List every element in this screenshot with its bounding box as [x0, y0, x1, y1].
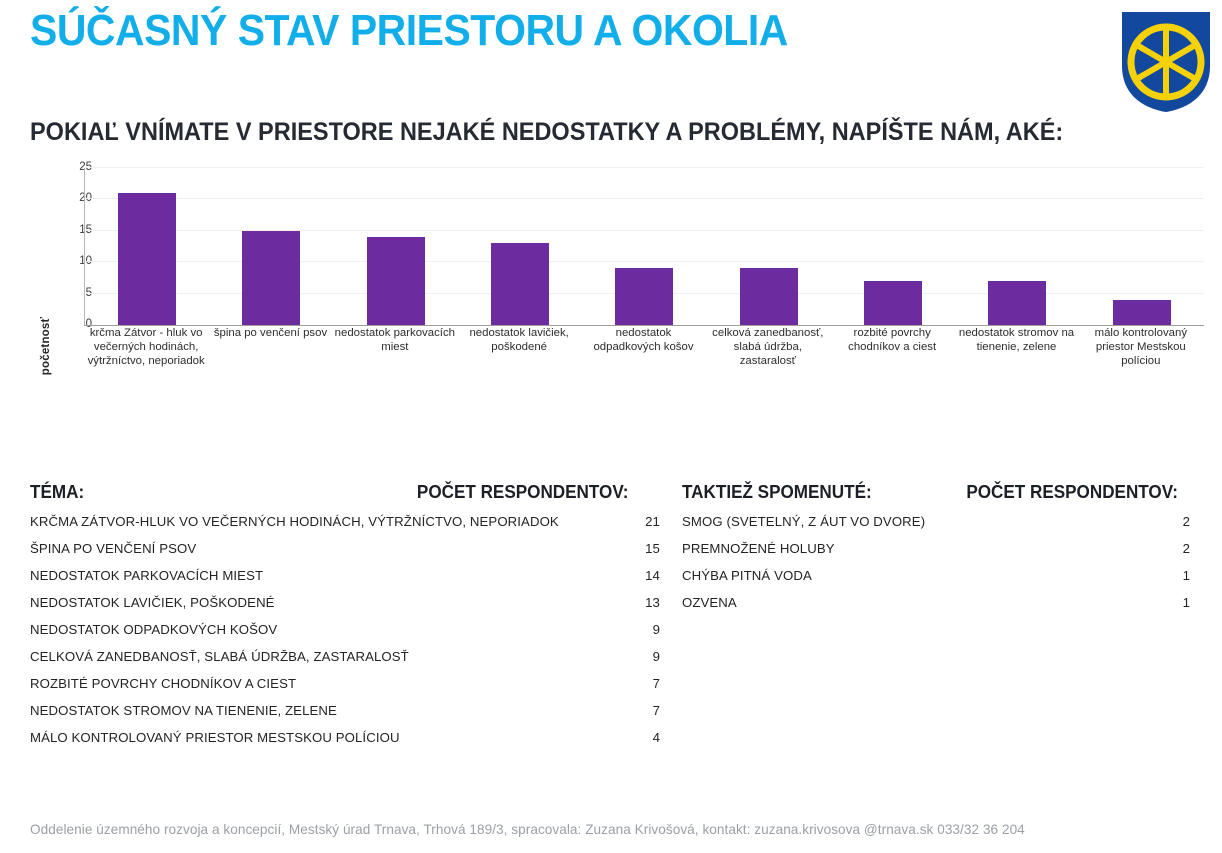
also-mentioned-table-body: SMOG (SVETELNÝ, Z ÁUT VO DVORE) 2 PREMNOŽE… [682, 514, 1192, 622]
footer-contact: Oddelenie územného rozvoja a koncepcií, … [30, 822, 1025, 837]
chart-bar[interactable] [242, 230, 301, 325]
chart-bar-slot [955, 168, 1079, 325]
themes-row-label: NEDOSTATOK STROMOV NA TIENENIE, ZELENE [30, 703, 337, 718]
chart-y-tick-label: 15 [79, 223, 92, 236]
themes-row-label: NEDOSTATOK ODPADKOVÝCH KOŠOV [30, 622, 278, 637]
themes-row-label: ROZBITÉ POVRCHY CHODNÍKOV A CIEST [30, 676, 297, 691]
themes-row-value: 13 [645, 595, 660, 610]
also-mentioned-row-label: OZVENA [682, 595, 737, 610]
table-row: OZVENA 1 [682, 595, 1192, 622]
page-title: SÚČASNÝ STAV PRIESTORU A OKOLIA [30, 6, 788, 55]
chart-bar-slot [582, 168, 706, 325]
themes-table-header-label: TÉMA: [30, 482, 85, 502]
chart-x-tick-label: rozbité povrchy chodníkov a ciest [848, 327, 937, 353]
chart-x-tick-label: špina po venčení psov [213, 327, 328, 339]
table-row: KRČMA ZÁTVOR-HLUK VO VEČERNÝCH HODINÁCH,… [30, 514, 660, 541]
chart-bar[interactable] [118, 193, 177, 325]
chart-y-tick-label: 20 [79, 192, 92, 205]
themes-row-value: 4 [652, 730, 660, 745]
chart-x-tick-label: nedostatok lavičiek, poškodené [469, 327, 569, 353]
chart-bar[interactable] [864, 281, 923, 325]
chart-plot-area [84, 167, 1204, 326]
also-mentioned-table-header: TAKTIEŽ SPOMENUTÉ: POČET RESPONDENTOV: [682, 482, 1178, 514]
chart-gridline [85, 198, 1204, 200]
themes-row-value: 9 [652, 649, 660, 664]
chart-bar[interactable] [739, 268, 798, 325]
also-mentioned-row-label: SMOG (SVETELNÝ, Z ÁUT VO DVORE) [682, 514, 926, 529]
chart-x-tick-label: málo kontrolovaný priestor Mestskou polí… [1094, 327, 1188, 367]
chart-x-tick-label: nedostatok parkovacích miest [334, 327, 455, 353]
also-mentioned-row-value: 1 [1182, 568, 1190, 583]
chart-bar[interactable] [615, 268, 674, 325]
chart-gridline [85, 229, 1204, 231]
themes-row-value: 7 [652, 676, 660, 691]
table-row: NEDOSTATOK ODPADKOVÝCH KOŠOV 9 [30, 622, 660, 649]
themes-row-value: 14 [645, 568, 660, 583]
chart-y-tick-label: 10 [79, 255, 92, 268]
chart-bar[interactable] [988, 281, 1047, 325]
section-subtitle: POKIAĽ VNÍMATE V PRIESTORE NEJAKÉ NEDOST… [30, 118, 1064, 146]
table-row: CHÝBA PITNÁ VODA 1 [682, 568, 1192, 595]
also-mentioned-row-value: 2 [1182, 541, 1190, 556]
table-row: SMOG (SVETELNÝ, Z ÁUT VO DVORE) 2 [682, 514, 1192, 541]
themes-row-value: 15 [645, 541, 660, 556]
chart-x-tick-label: krčma Zátvor - hluk vo večerných hodinác… [87, 327, 205, 367]
chart-y-tick-label: 25 [79, 161, 92, 173]
chart-bar-slot [85, 168, 209, 325]
themes-row-value: 9 [652, 622, 660, 637]
chart-y-tick-label: 0 [85, 318, 92, 330]
also-mentioned-table: TAKTIEŽ SPOMENUTÉ: POČET RESPONDENTOV: S… [682, 482, 1192, 622]
chart-y-axis-label: početnosť [40, 316, 52, 376]
table-row: MÁLO KONTROLOVANÝ PRIESTOR MESTSKOU POLÍ… [30, 730, 660, 757]
chart-bar[interactable] [1112, 299, 1171, 325]
chart-bar-slot [707, 168, 831, 325]
table-row: ROZBITÉ POVRCHY CHODNÍKOV A CIEST 7 [30, 676, 660, 703]
themes-table-body: KRČMA ZÁTVOR-HLUK VO VEČERNÝCH HODINÁCH,… [30, 514, 660, 757]
themes-row-label: MÁLO KONTROLOVANÝ PRIESTOR MESTSKOU POLÍ… [30, 730, 400, 745]
also-mentioned-header-label: TAKTIEŽ SPOMENUTÉ: [682, 482, 872, 502]
table-row: CELKOVÁ ZANEDBANOSŤ, SLABÁ ÚDRŽBA, ZASTA… [30, 649, 660, 676]
chart-x-tick-label: nedostatok stromov na tienenie, zelene [958, 327, 1075, 353]
chart-bar[interactable] [366, 237, 425, 325]
table-row: NEDOSTATOK PARKOVACÍCH MIEST 14 [30, 568, 660, 595]
themes-table-header-count: POČET RESPONDENTOV: [416, 482, 629, 502]
themes-row-value: 7 [652, 703, 660, 718]
table-row: ŠPINA PO VENČENÍ PSOV 15 [30, 541, 660, 568]
also-mentioned-row-label: CHÝBA PITNÁ VODA [682, 568, 812, 583]
chart-x-tick-label: celková zanedbanosť, slabá údržba, zasta… [712, 327, 824, 367]
chart-bar-slot [1080, 168, 1204, 325]
table-row: PREMNOŽENÉ HOLUBY 2 [682, 541, 1192, 568]
chart-gridline [85, 167, 1204, 168]
also-mentioned-row-value: 1 [1182, 595, 1190, 610]
chart-bar-slot [458, 168, 582, 325]
themes-table-header: TÉMA: POČET RESPONDENTOV: [30, 482, 629, 514]
table-row: NEDOSTATOK STROMOV NA TIENENIE, ZELENE 7 [30, 703, 660, 730]
also-mentioned-row-value: 2 [1182, 514, 1190, 529]
chart-bar-slot [831, 168, 955, 325]
chart-bar-slot [334, 168, 458, 325]
chart-bar[interactable] [491, 243, 550, 325]
trnava-coat-of-arms-icon [1122, 12, 1210, 112]
chart-y-tick-label: 5 [32, 287, 92, 300]
themes-table: TÉMA: POČET RESPONDENTOV: KRČMA ZÁTVOR-H… [30, 482, 660, 757]
themes-row-label: KRČMA ZÁTVOR-HLUK VO VEČERNÝCH HODINÁCH,… [30, 514, 559, 529]
page-header: SÚČASNÝ STAV PRIESTORU A OKOLIA [0, 0, 1222, 112]
themes-row-label: NEDOSTATOK LAVIČIEK, POŠKODENÉ [30, 595, 275, 610]
chart-x-tick-label: nedostatok odpadkových košov [593, 327, 694, 353]
themes-row-label: ŠPINA PO VENČENÍ PSOV [30, 541, 197, 556]
themes-row-label: NEDOSTATOK PARKOVACÍCH MIEST [30, 568, 264, 583]
table-row: NEDOSTATOK LAVIČIEK, POŠKODENÉ 13 [30, 595, 660, 622]
chart-gridline [85, 261, 1204, 263]
bar-chart: početnosť 0 5 10 15 20 25 krčma Zátvor - hluk… [0, 160, 1222, 420]
also-mentioned-header-count: POČET RESPONDENTOV: [966, 482, 1178, 502]
chart-bar-slot [209, 168, 333, 325]
themes-row-value: 21 [645, 514, 660, 529]
themes-row-label: CELKOVÁ ZANEDBANOSŤ, SLABÁ ÚDRŽBA, ZASTA… [30, 649, 409, 664]
also-mentioned-row-label: PREMNOŽENÉ HOLUBY [682, 541, 835, 556]
